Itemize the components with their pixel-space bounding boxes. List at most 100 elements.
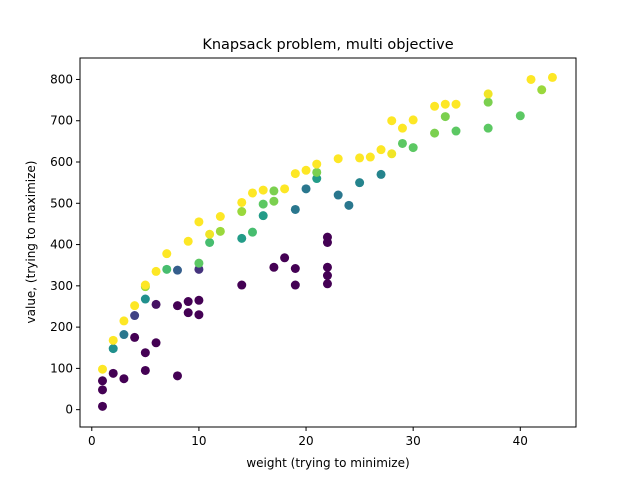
data-point-25 xyxy=(322,232,332,242)
data-point-63 xyxy=(119,316,129,326)
data-point-78 xyxy=(312,159,322,169)
data-point-69 xyxy=(194,217,204,227)
data-point-1 xyxy=(97,385,107,395)
y-tick-label: 100 xyxy=(50,361,73,375)
data-point-43 xyxy=(205,238,215,247)
data-point-23 xyxy=(322,262,332,272)
data-point-51 xyxy=(430,128,440,138)
data-point-5 xyxy=(130,332,140,342)
x-tick-label: 20 xyxy=(298,434,313,448)
data-point-40 xyxy=(312,174,322,184)
y-tick-label: 700 xyxy=(50,114,73,128)
data-point-90 xyxy=(483,89,493,99)
data-point-54 xyxy=(483,123,493,133)
data-point-87 xyxy=(430,101,440,111)
data-point-29 xyxy=(172,265,182,275)
data-point-21 xyxy=(322,279,332,289)
y-tick-label: 400 xyxy=(50,238,73,252)
data-point-18 xyxy=(280,253,290,263)
data-point-9 xyxy=(151,299,161,309)
data-point-22 xyxy=(322,271,332,281)
data-point-41 xyxy=(162,264,172,274)
data-point-33 xyxy=(344,200,354,210)
data-point-11 xyxy=(172,301,182,311)
data-point-50 xyxy=(408,143,418,153)
data-point-44 xyxy=(247,227,257,237)
data-point-3 xyxy=(108,368,118,378)
data-point-84 xyxy=(387,116,397,126)
data-point-81 xyxy=(365,152,375,162)
data-point-14 xyxy=(194,310,204,320)
data-point-35 xyxy=(376,169,386,179)
data-point-30 xyxy=(290,204,300,214)
data-point-72 xyxy=(237,197,247,207)
y-tick-label: 500 xyxy=(50,196,73,210)
data-point-91 xyxy=(526,74,536,84)
data-point-56 xyxy=(515,111,525,121)
data-point-53 xyxy=(451,126,461,136)
x-tick-label: 10 xyxy=(191,434,206,448)
data-point-32 xyxy=(333,190,343,200)
y-tick-label: 800 xyxy=(50,72,73,86)
x-axis-label: weight (trying to minimize) xyxy=(246,456,409,470)
data-point-13 xyxy=(183,297,193,307)
data-point-62 xyxy=(108,335,118,345)
data-point-42 xyxy=(194,258,204,268)
data-point-76 xyxy=(290,169,300,179)
data-point-39 xyxy=(258,211,268,221)
data-point-70 xyxy=(205,229,215,239)
data-points xyxy=(97,72,557,411)
data-point-71 xyxy=(215,211,225,221)
data-point-38 xyxy=(237,233,247,243)
data-point-19 xyxy=(290,264,300,274)
data-point-79 xyxy=(333,154,343,164)
y-tick-label: 300 xyxy=(50,279,73,293)
data-point-12 xyxy=(183,308,193,318)
y-axis-label: value, (trying to maximize) xyxy=(24,161,38,324)
data-point-4 xyxy=(119,374,129,384)
data-point-37 xyxy=(140,294,150,304)
data-point-46 xyxy=(269,196,279,206)
chart-title: Knapsack problem, multi objective xyxy=(202,37,453,53)
x-tick-label: 30 xyxy=(406,434,421,448)
data-point-0 xyxy=(97,401,107,411)
data-point-77 xyxy=(301,165,311,175)
data-point-55 xyxy=(483,97,493,107)
y-tick-label: 600 xyxy=(50,155,73,169)
data-point-8 xyxy=(151,338,161,348)
data-point-74 xyxy=(258,185,268,195)
data-point-73 xyxy=(247,188,257,198)
data-point-10 xyxy=(172,371,182,381)
data-point-75 xyxy=(280,184,290,194)
data-point-86 xyxy=(408,115,418,125)
data-point-47 xyxy=(269,186,279,196)
data-point-17 xyxy=(269,262,279,272)
x-tick-label: 40 xyxy=(513,434,528,448)
data-point-27 xyxy=(194,264,204,274)
data-point-28 xyxy=(119,330,129,340)
data-point-66 xyxy=(151,266,161,276)
data-point-68 xyxy=(183,236,193,246)
data-point-52 xyxy=(440,112,450,122)
data-point-20 xyxy=(290,280,300,290)
data-point-82 xyxy=(376,145,386,155)
data-point-60 xyxy=(237,207,247,217)
y-tick-label: 0 xyxy=(65,403,73,417)
x-axis-ticks: 0 10 20 30 40 xyxy=(88,427,528,448)
data-point-83 xyxy=(387,149,397,159)
data-point-31 xyxy=(301,184,311,194)
data-point-48 xyxy=(312,167,322,177)
data-point-16 xyxy=(237,280,247,290)
data-point-80 xyxy=(355,153,365,163)
data-point-88 xyxy=(440,99,450,109)
data-point-89 xyxy=(451,99,461,109)
data-point-64 xyxy=(130,301,140,311)
data-point-26 xyxy=(130,311,140,321)
data-point-7 xyxy=(140,348,150,358)
data-point-34 xyxy=(355,178,365,188)
data-point-67 xyxy=(162,249,172,259)
data-point-85 xyxy=(397,123,407,133)
data-point-92 xyxy=(547,72,557,82)
